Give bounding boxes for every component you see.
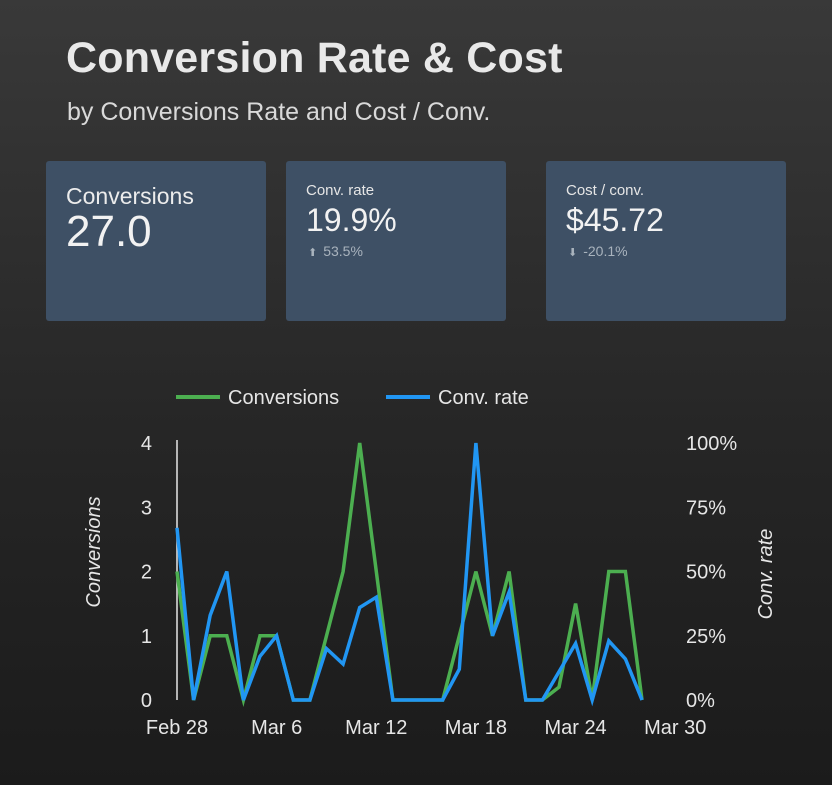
scorecard-delta: ⬆ 53.5%	[308, 243, 363, 259]
scorecard-delta: ⬇ -20.1%	[568, 243, 628, 259]
y-right-tick-label: 50%	[686, 562, 726, 584]
delta-value: -20.1%	[583, 243, 628, 259]
y-right-tick-label: 100%	[686, 433, 737, 455]
scorecard-value: 19.9%	[306, 202, 397, 238]
y-right-axis-title: Conv. rate	[755, 529, 777, 620]
x-tick-label: Mar 30	[644, 717, 706, 739]
y-left-axis-title: Conversions	[83, 496, 105, 607]
x-tick-label: Mar 12	[345, 717, 407, 739]
y-right-tick-label: 75%	[686, 497, 726, 519]
x-tick-label: Mar 6	[251, 717, 302, 739]
scorecard-label: Conv. rate	[306, 182, 375, 199]
legend-label-conv-rate: Conv. rate	[438, 387, 529, 409]
cost-per-conv-scorecard[interactable]: Cost / conv. $45.72 ⬇ -20.1%	[546, 161, 786, 321]
series-line-conv-rate[interactable]	[175, 442, 644, 707]
y-right-tick-label: 25%	[686, 626, 726, 648]
page-subtitle: by Conversions Rate and Cost / Conv.	[67, 98, 491, 126]
y-left-tick-label: 4	[141, 433, 152, 455]
delta-value: 53.5%	[323, 243, 363, 259]
y-left-tick-label: 2	[141, 562, 152, 584]
arrow-down-icon: ⬇	[568, 247, 578, 259]
legend-label-conversions: Conversions	[228, 387, 339, 409]
y-left-tick-label: 3	[141, 497, 152, 519]
scorecard-label: Conversions	[66, 183, 194, 209]
x-tick-label: Feb 28	[146, 717, 208, 739]
scorecard-value: 27.0	[66, 207, 152, 256]
x-tick-label: Mar 18	[445, 717, 507, 739]
page-title: Conversion Rate & Cost	[66, 34, 563, 82]
y-right-tick-label: 0%	[686, 690, 715, 712]
chart-legend: Conversions Conv. rate	[176, 387, 529, 409]
conversions-scorecard[interactable]: Conversions 27.0	[46, 161, 266, 321]
series-line-conversions[interactable]	[175, 442, 644, 707]
scorecard-value: $45.72	[566, 202, 664, 238]
conv-rate-scorecard[interactable]: Conv. rate 19.9% ⬆ 53.5%	[286, 161, 506, 321]
y-left-tick-label: 0	[141, 690, 152, 712]
x-tick-label: Mar 24	[544, 717, 606, 739]
y-left-tick-label: 1	[141, 626, 152, 648]
scorecard-label: Cost / conv.	[566, 182, 645, 199]
arrow-up-icon: ⬆	[308, 247, 318, 259]
